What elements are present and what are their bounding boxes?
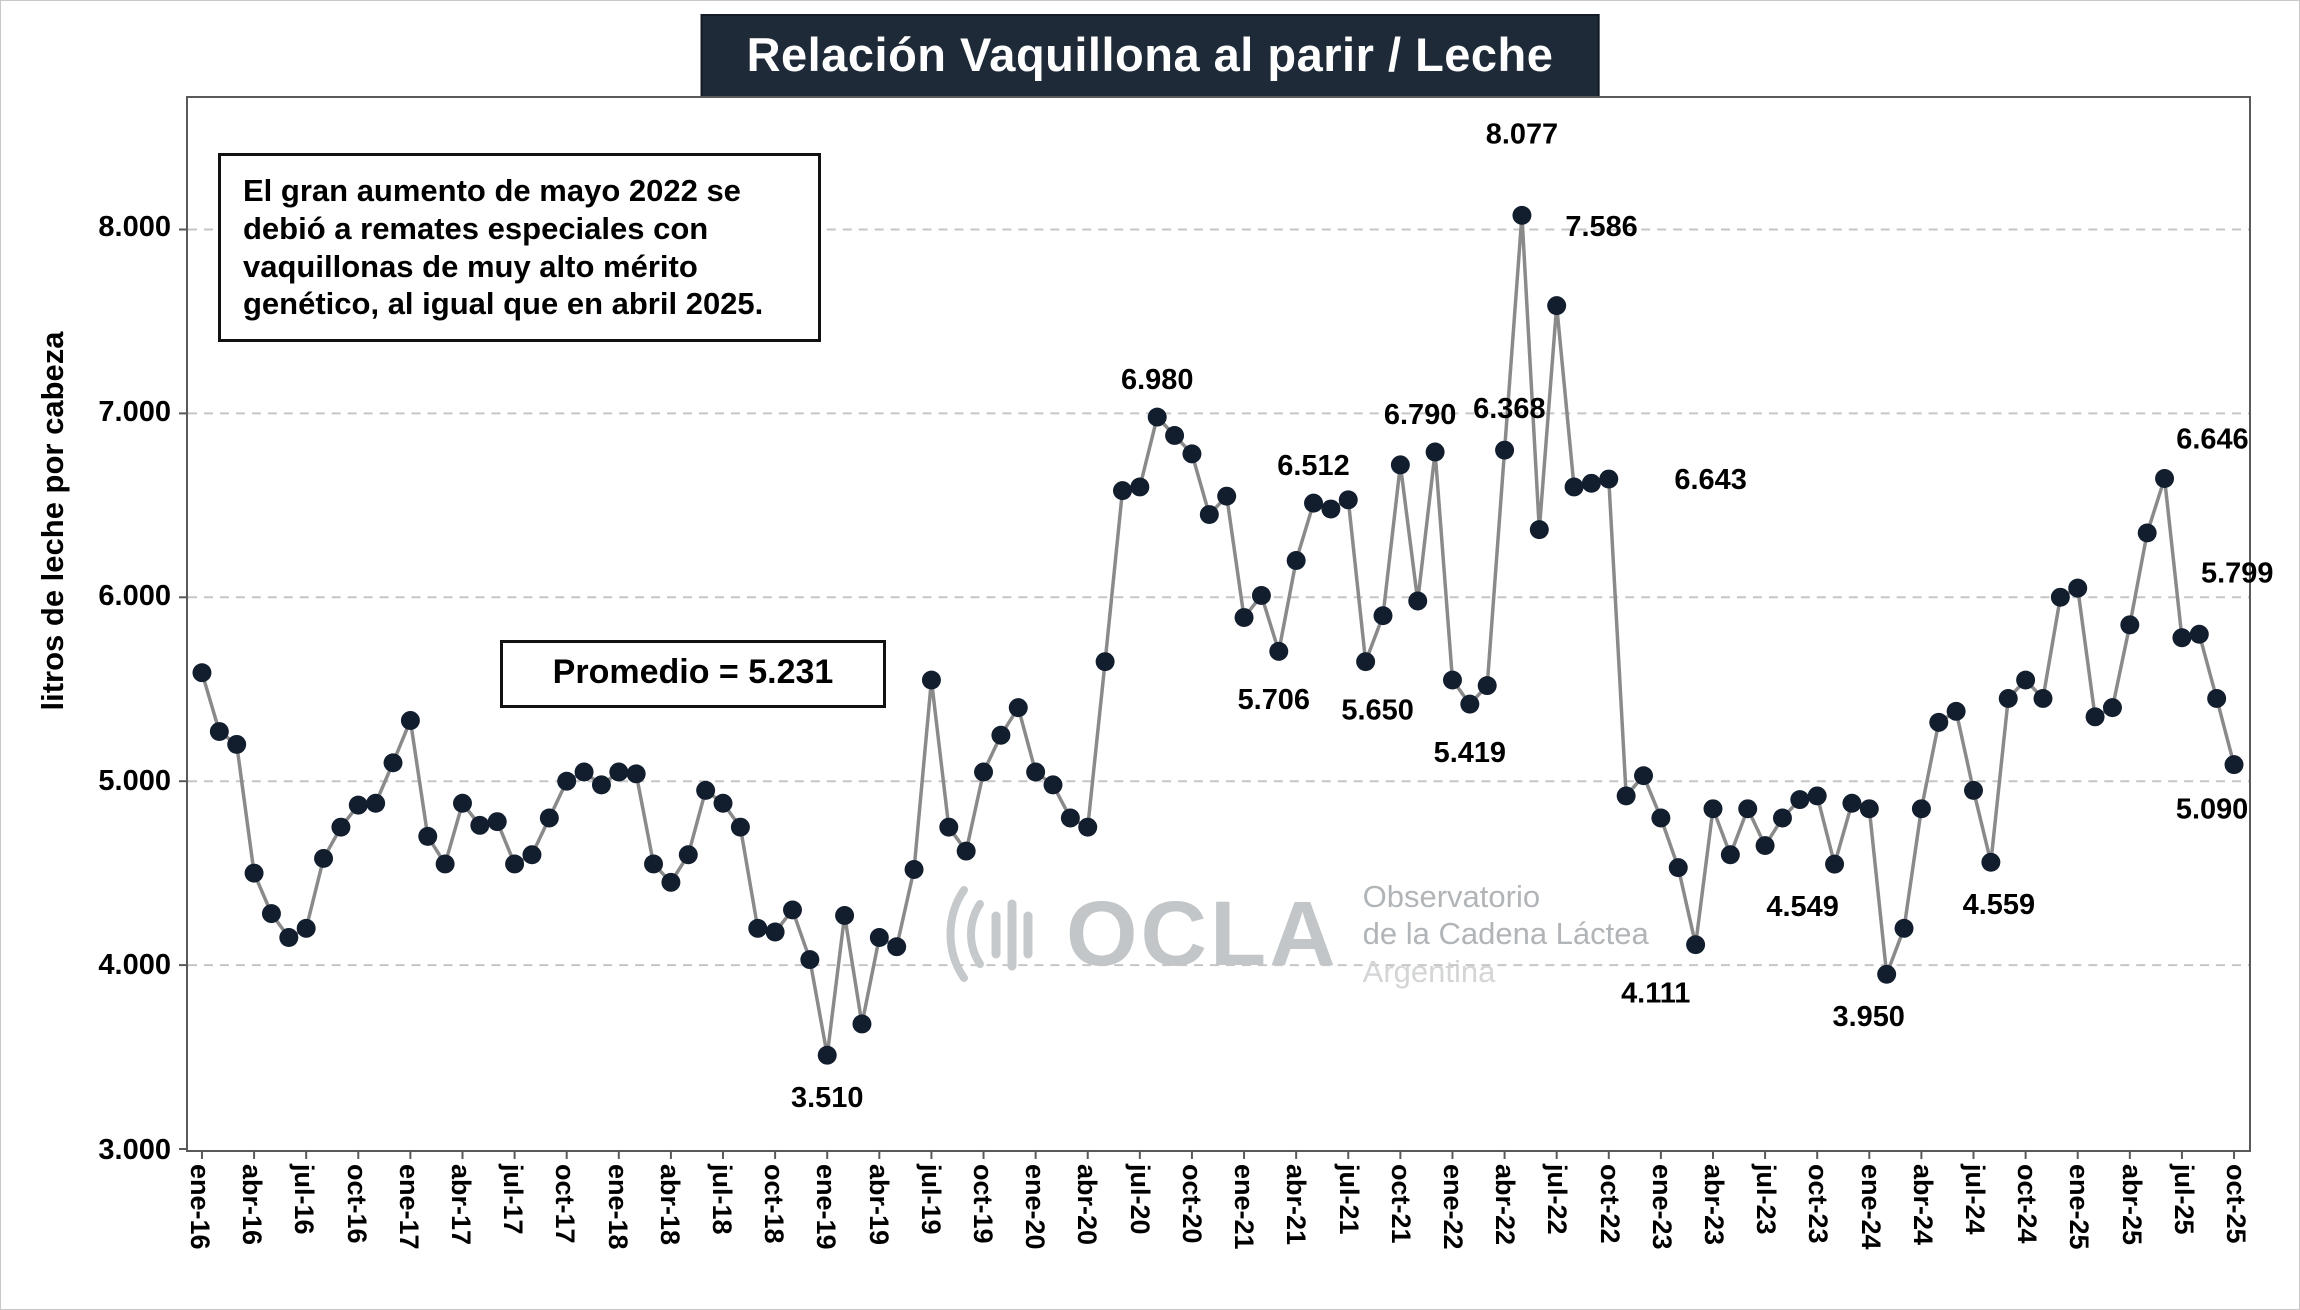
x-tick-label: jul-20 [1124, 1164, 1155, 1235]
svg-text:5.650: 5.650 [1341, 694, 1413, 726]
x-tick-label: oct-19 [968, 1164, 999, 1244]
y-tick-label: 3.000 [98, 1134, 171, 1166]
x-tick-label: jul-23 [1751, 1164, 1782, 1235]
x-tick-label: abr-25 [2116, 1164, 2147, 1246]
svg-text:5.419: 5.419 [1434, 737, 1506, 769]
svg-text:6.980: 6.980 [1121, 364, 1193, 396]
svg-text:7.586: 7.586 [1565, 211, 1637, 243]
svg-text:4.111: 4.111 [1621, 977, 1690, 1009]
plot-area: 3.510 6.980 5.706 6.512 5.650 6.790 5.419 8.077… [179, 96, 2273, 1159]
x-tick-label: oct-22 [1594, 1164, 1625, 1244]
x-tick-label: oct-24 [2012, 1164, 2043, 1244]
x-tick-label: oct-17 [550, 1164, 581, 1244]
x-tick-label: jul-25 [2168, 1164, 2199, 1235]
x-tick-label: oct-21 [1385, 1164, 1416, 1244]
x-tick-label: ene-17 [393, 1164, 424, 1250]
x-tick-label: ene-22 [1437, 1164, 1468, 1250]
average-label-box: Promedio = 5.231 [500, 640, 886, 708]
annotation-box: El gran aumento de mayo 2022 se debió a … [218, 153, 821, 343]
x-tick-label: oct-20 [1176, 1164, 1207, 1244]
y-axis-title: litros de leche por cabeza [35, 331, 70, 711]
x-tick-label: ene-19 [811, 1164, 842, 1250]
x-tick-label: jul-17 [498, 1164, 529, 1235]
x-tick-label: ene-23 [1646, 1164, 1677, 1250]
x-tick-label: abr-17 [446, 1164, 477, 1246]
x-tick-label: oct-16 [341, 1164, 372, 1244]
svg-text:6.643: 6.643 [1674, 464, 1746, 496]
svg-text:8.077: 8.077 [1486, 119, 1558, 151]
x-tick-label: jul-22 [1542, 1164, 1573, 1235]
svg-text:5.799: 5.799 [2201, 557, 2273, 589]
chart-title: Relación Vaquillona al parir / Leche [700, 14, 1600, 99]
y-tick-label: 4.000 [98, 949, 171, 982]
x-tick-label: abr-20 [1072, 1164, 1103, 1246]
x-tick-label: abr-22 [1490, 1164, 1521, 1246]
svg-text:3.950: 3.950 [1832, 1001, 1904, 1033]
x-tick-label: abr-21 [1281, 1164, 1312, 1246]
line-chart: 3.510 6.980 5.706 6.512 5.650 6.790 5.419 8.077… [179, 119, 2273, 1159]
svg-text:4.549: 4.549 [1766, 891, 1838, 923]
x-tick-label: ene-16 [185, 1164, 215, 1250]
x-tick-label: oct-25 [2221, 1164, 2251, 1244]
x-tick-label: ene-18 [602, 1164, 633, 1250]
x-tick-label: abr-19 [863, 1164, 894, 1246]
svg-text:6.368: 6.368 [1473, 393, 1545, 425]
svg-text:4.559: 4.559 [1963, 889, 2035, 921]
x-tick-label: abr-23 [1698, 1164, 1729, 1246]
x-tick-label: abr-24 [1907, 1164, 1938, 1246]
x-tick-label: ene-25 [2064, 1164, 2095, 1250]
x-tick-label: ene-24 [1855, 1164, 1886, 1250]
y-tick-label: 8.000 [98, 211, 171, 243]
x-tick-label: ene-21 [1229, 1164, 1260, 1250]
x-tick-label: jul-16 [289, 1164, 320, 1235]
svg-text:6.790: 6.790 [1384, 399, 1456, 431]
x-tick-label: oct-23 [1803, 1164, 1834, 1244]
svg-text:5.090: 5.090 [2176, 793, 2248, 825]
svg-text:3.510: 3.510 [791, 1082, 863, 1114]
svg-text:6.512: 6.512 [1277, 450, 1349, 482]
x-tick-label: jul-24 [1959, 1164, 1990, 1235]
x-tick-label: abr-18 [654, 1164, 685, 1246]
svg-text:6.646: 6.646 [2176, 424, 2248, 456]
x-tick-label: jul-18 [707, 1164, 738, 1235]
x-tick-label: jul-19 [915, 1164, 946, 1235]
x-tick-label: abr-16 [237, 1164, 268, 1246]
x-tick-label: ene-20 [1020, 1164, 1051, 1250]
x-tick-label: oct-18 [759, 1164, 790, 1244]
svg-text:5.706: 5.706 [1238, 684, 1310, 716]
y-tick-label: 5.000 [98, 764, 171, 797]
x-tick-label: jul-21 [1333, 1164, 1364, 1235]
